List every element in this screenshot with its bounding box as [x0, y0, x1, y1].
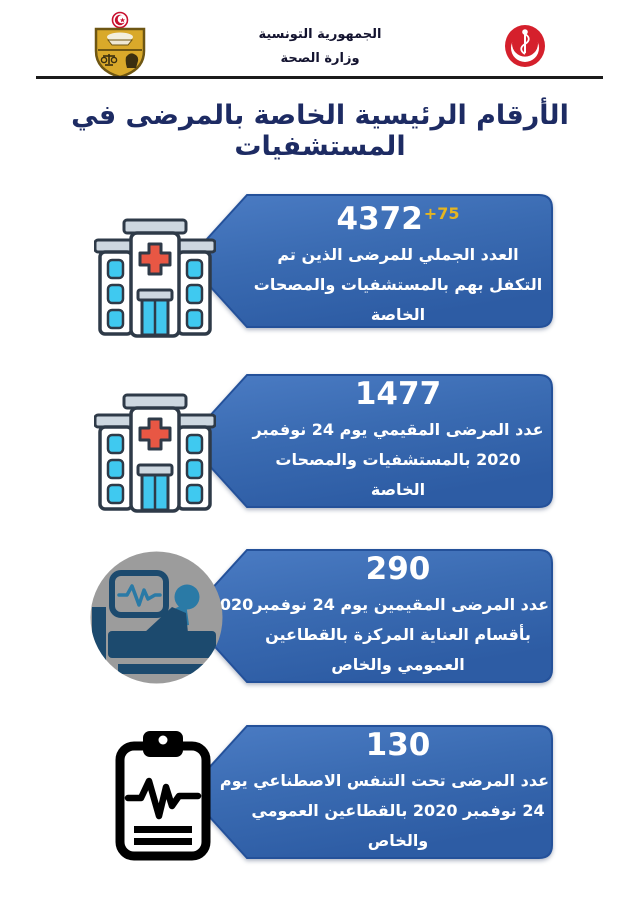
- clipboard-ecg-icon: [113, 727, 213, 868]
- hospital-building-icon: [93, 214, 217, 344]
- stat-banner-total-patients: 4372+75 العدد الجملي للمرضى الذين تم الت…: [185, 192, 555, 330]
- tunisia-coat-of-arms-icon: [88, 11, 152, 79]
- page-title: الأرقام الرئيسية الخاصة بالمرضى في المست…: [71, 100, 569, 162]
- patient-in-bed-icon: [88, 549, 225, 690]
- stat-banner-ventilated: 130 عدد المرضى تحت التنفس الاصطناعي يوم …: [185, 723, 555, 861]
- stat-description: عدد المرضى تحت التنفس الاصطناعي يوم 24 ن…: [219, 771, 549, 850]
- ministry-name: وزارة الصحة: [280, 51, 360, 66]
- republic-name: الجمهورية التونسية: [258, 27, 382, 42]
- stat-number: 130: [365, 727, 431, 763]
- stat-description: عدد المرضى المقيمين يوم 24 نوفمبر2020 بأ…: [208, 595, 549, 674]
- stat-banner-icu: 290 عدد المرضى المقيمين يوم 24 نوفمبر202…: [185, 547, 555, 685]
- stat-number: 290: [365, 551, 431, 587]
- ministry-of-health-logo-icon: [503, 23, 547, 69]
- stat-number: 1477: [354, 376, 442, 412]
- header-text: الجمهورية التونسية وزارة الصحة: [190, 27, 450, 66]
- header-divider: [36, 76, 603, 79]
- stat-delta: +75: [423, 204, 460, 223]
- stat-description: العدد الجملي للمرضى الذين تم التكفل بهم …: [253, 245, 543, 324]
- hospital-building-icon: [93, 389, 217, 519]
- stat-number: 4372+75: [336, 201, 460, 237]
- stat-description: عدد المرضى المقيمي يوم 24 نوفمبر 2020 با…: [252, 420, 544, 499]
- stat-banner-hospitalized: 1477 عدد المرضى المقيمي يوم 24 نوفمبر 20…: [185, 372, 555, 510]
